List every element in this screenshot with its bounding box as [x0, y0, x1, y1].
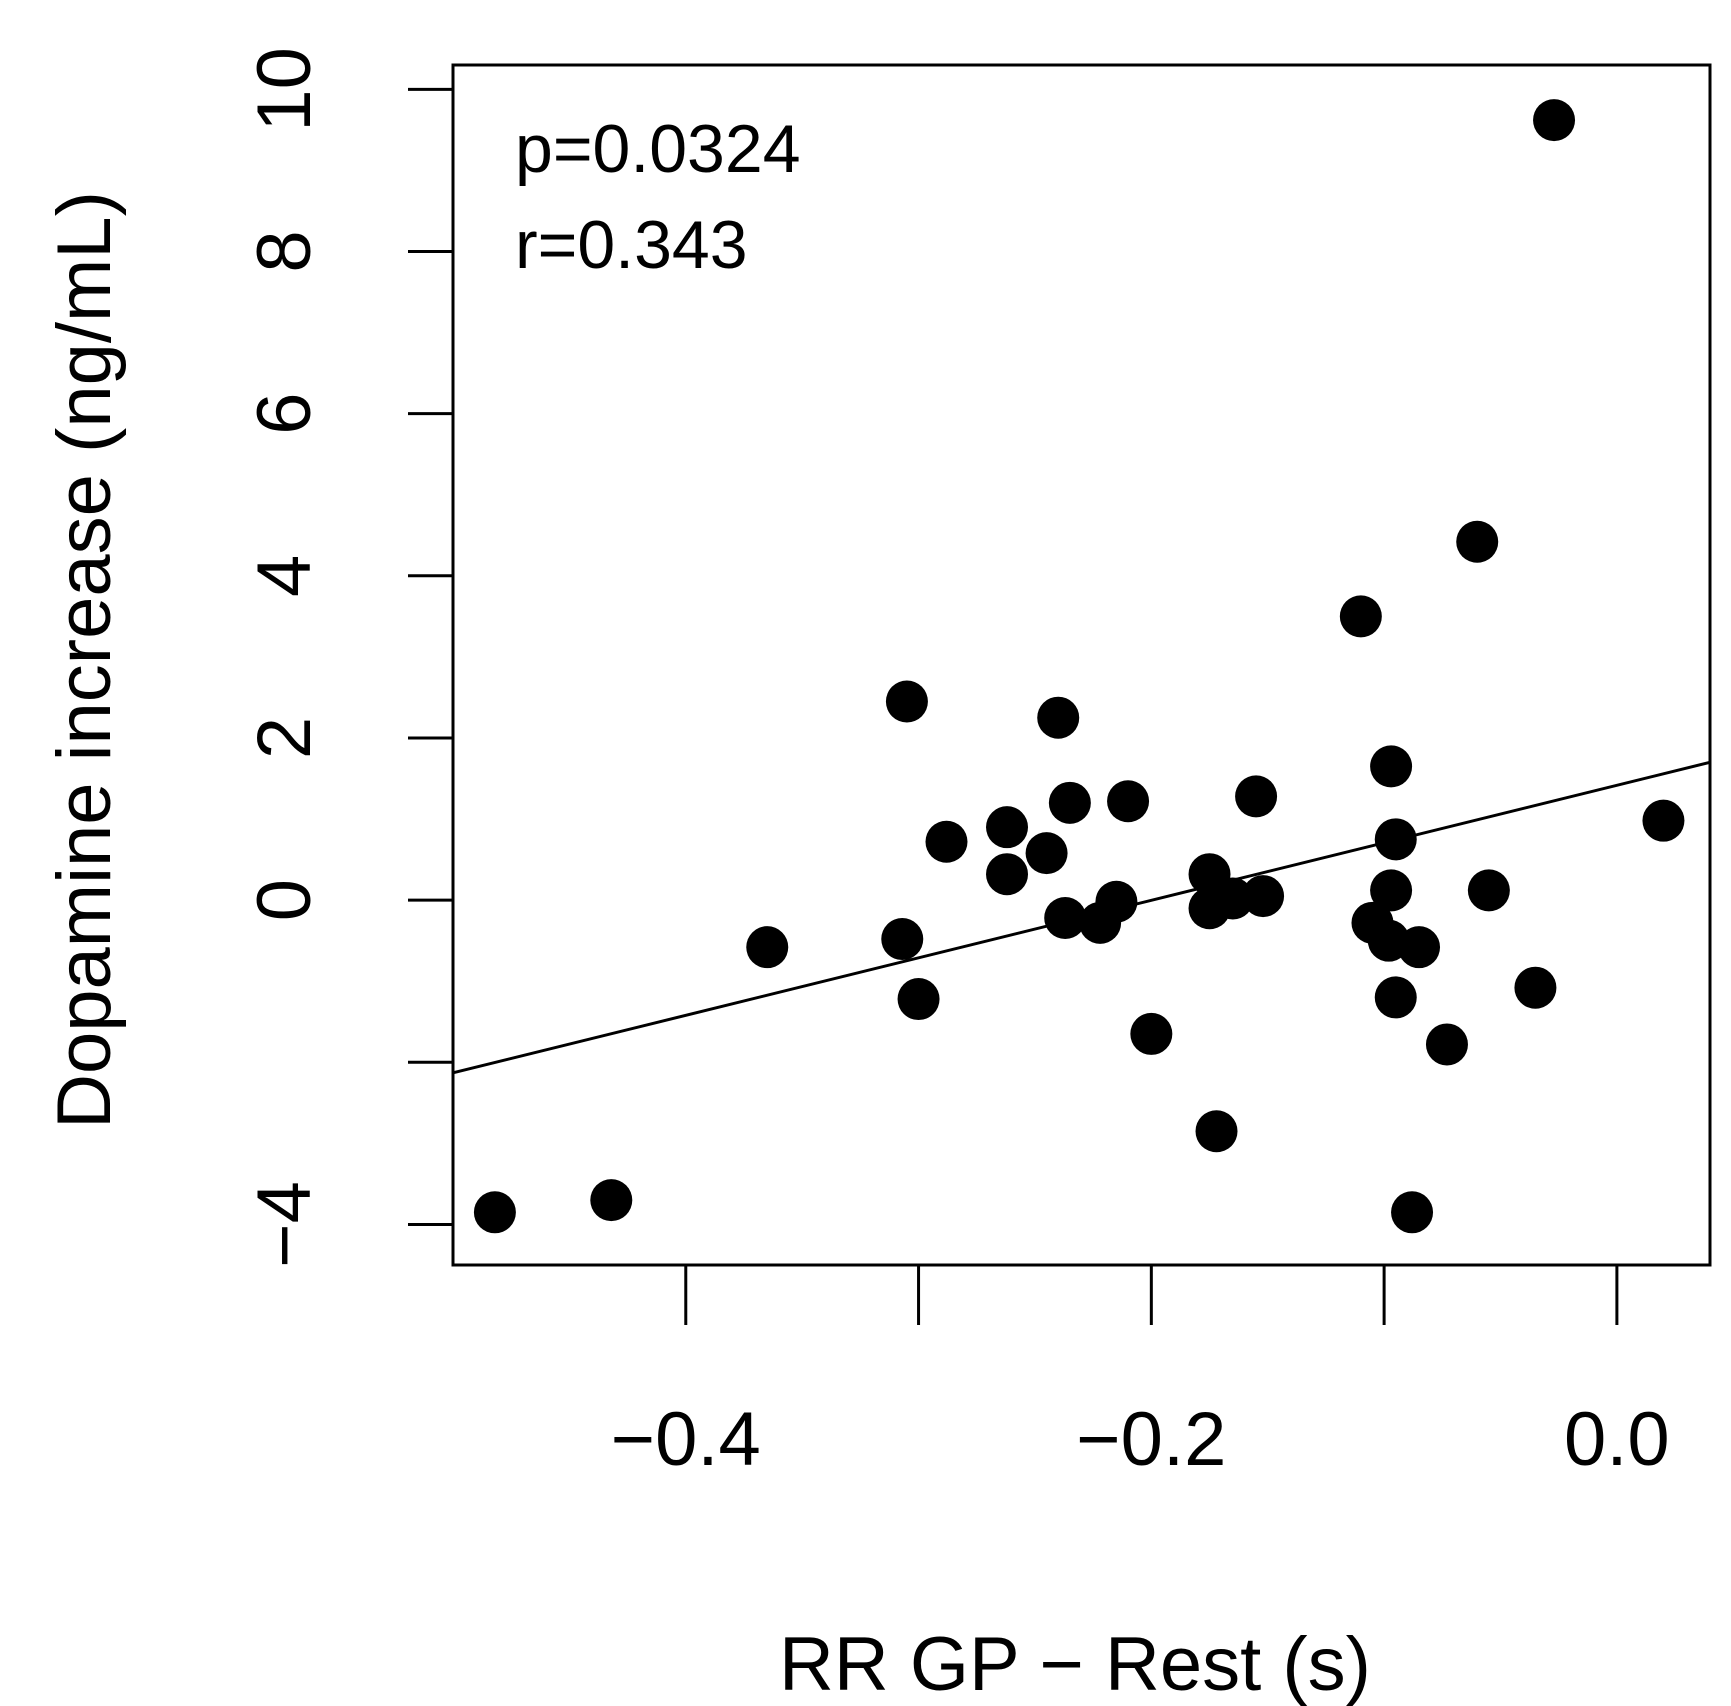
annotation-p-value: p=0.0324	[515, 111, 801, 187]
data-point	[1130, 1012, 1173, 1055]
x-tick-label: 0.0	[1564, 1397, 1670, 1482]
x-tick-label: −0.2	[1076, 1397, 1226, 1482]
data-point	[473, 1191, 516, 1234]
data-point	[986, 853, 1029, 896]
data-point	[1211, 877, 1254, 920]
data-point	[897, 978, 940, 1021]
data-point	[1514, 966, 1557, 1009]
data-point	[1048, 781, 1091, 824]
annotation-r-value: r=0.343	[515, 207, 748, 283]
data-point	[925, 820, 968, 863]
data-point	[1374, 818, 1417, 861]
y-tick-label: 6	[242, 393, 327, 435]
data-point	[1195, 1110, 1238, 1153]
data-point	[1398, 926, 1441, 969]
data-point	[590, 1179, 633, 1222]
data-point	[1235, 775, 1278, 818]
plot-frame	[451, 63, 1712, 1267]
plot-area	[452, 99, 1711, 1234]
data-point	[1044, 896, 1087, 939]
data-point	[1339, 595, 1382, 638]
data-point	[986, 806, 1029, 849]
y-tick-label: 10	[242, 47, 327, 132]
data-point	[1425, 1023, 1468, 1066]
data-point	[1456, 520, 1499, 563]
data-point	[746, 926, 789, 969]
data-point	[1107, 780, 1150, 823]
data-point	[1370, 745, 1413, 788]
y-axis-label: Dopamine increase (ng/mL)	[42, 191, 127, 1129]
data-point	[881, 918, 924, 961]
y-tick-label: 0	[242, 879, 327, 921]
data-point	[1242, 875, 1285, 918]
data-point	[1370, 869, 1413, 912]
data-point	[1391, 1191, 1434, 1234]
data-point	[1095, 880, 1138, 923]
data-point	[1533, 99, 1576, 142]
y-tick-label: 8	[242, 230, 327, 272]
data-point	[1467, 869, 1510, 912]
y-tick-label: 4	[242, 555, 327, 597]
y-tick-label: 2	[242, 717, 327, 759]
data-point	[1374, 976, 1417, 1019]
data-point	[1037, 696, 1080, 739]
x-tick-label: −0.4	[611, 1397, 761, 1482]
axes: −0.4 −0.2 0.0 −4 0 2 4 6 8 10	[242, 47, 1712, 1482]
data-point	[1642, 799, 1685, 842]
data-point	[885, 680, 928, 723]
y-tick-label: −4	[242, 1181, 327, 1268]
x-axis-label: RR GP − Rest (s)	[779, 1622, 1371, 1706]
data-point	[1025, 832, 1068, 875]
